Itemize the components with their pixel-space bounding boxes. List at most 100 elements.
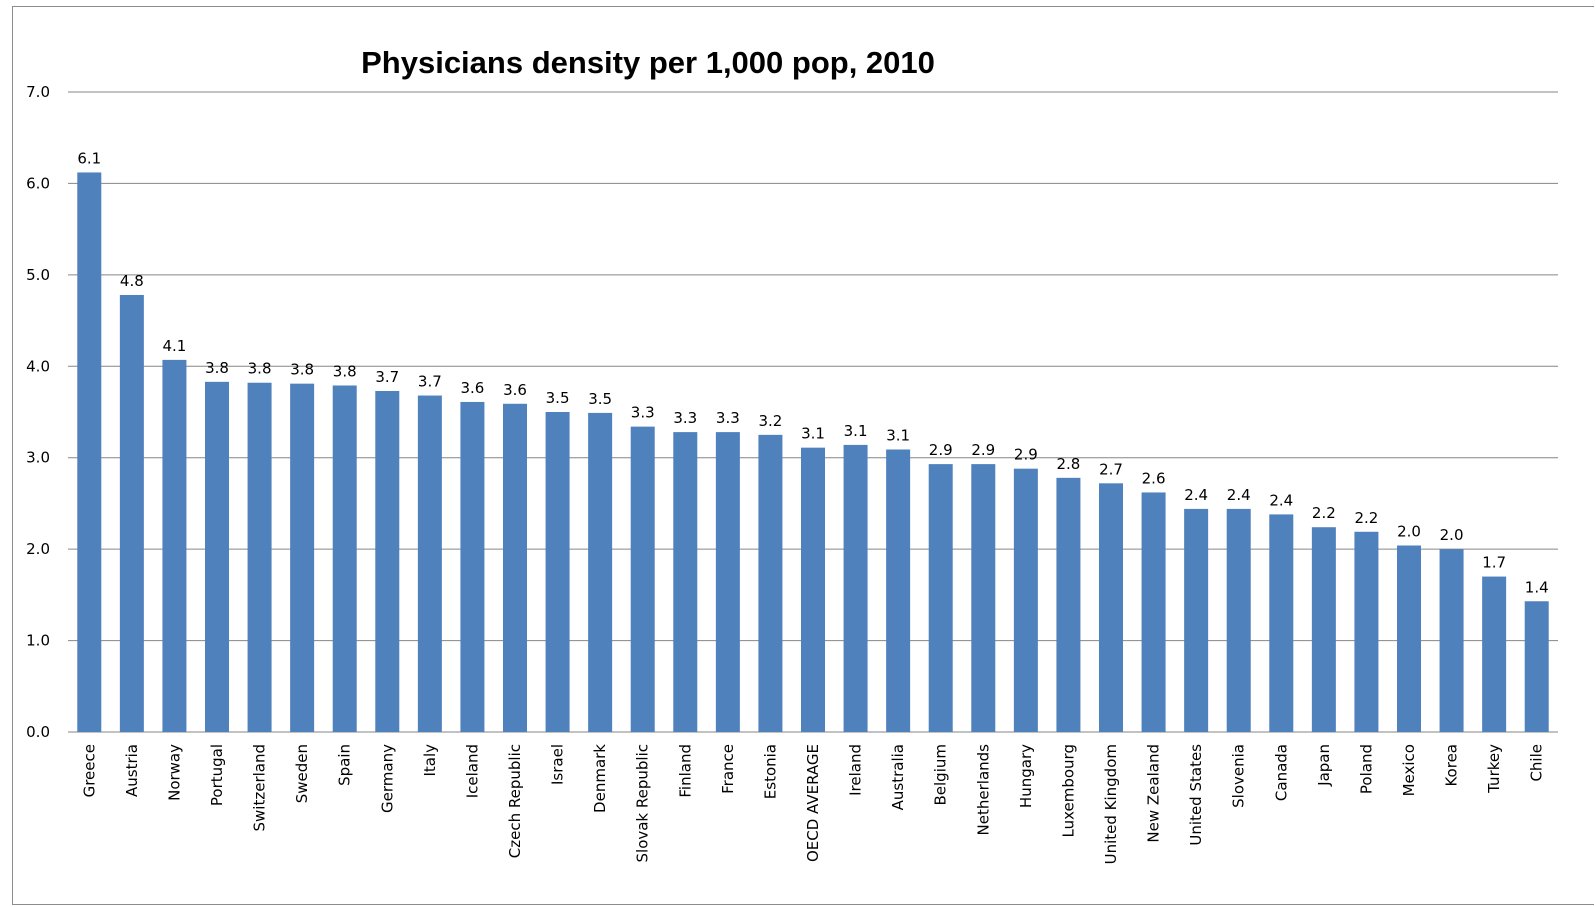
- x-tick-label: Denmark: [591, 744, 609, 813]
- data-label: 2.9: [971, 441, 995, 459]
- bar: [1397, 545, 1421, 732]
- x-tick-label: Sweden: [293, 744, 311, 803]
- bar: [503, 403, 527, 732]
- x-tick-label: Australia: [889, 744, 907, 810]
- data-label: 2.2: [1354, 509, 1378, 527]
- data-label: 3.6: [503, 381, 527, 399]
- bar: [1056, 477, 1081, 732]
- bar: [1354, 531, 1379, 732]
- x-tick-label: United Kingdom: [1102, 744, 1120, 864]
- data-label: 3.8: [205, 359, 229, 377]
- data-label: 2.0: [1440, 526, 1464, 544]
- y-tick-label: 6.0: [26, 174, 50, 192]
- bar: [1099, 483, 1123, 732]
- x-tick-label: New Zealand: [1145, 744, 1163, 843]
- x-tick-label: Estonia: [761, 744, 779, 799]
- bar: [162, 359, 187, 732]
- y-axis: 0.0 1.0 2.0 3.0 4.0 5.0 6.0 7.0: [26, 83, 50, 741]
- data-label: 2.9: [1014, 446, 1038, 464]
- data-label: 3.2: [758, 412, 782, 430]
- bar: [1141, 492, 1166, 732]
- bar: [673, 432, 698, 732]
- bar: [119, 294, 144, 732]
- bars: [77, 172, 1549, 732]
- bar: [758, 434, 783, 732]
- data-label: 3.7: [375, 368, 399, 386]
- data-label: 3.3: [716, 409, 740, 427]
- data-label: 6.1: [77, 149, 101, 167]
- bar: [375, 390, 400, 732]
- x-tick-label: Iceland: [463, 744, 481, 798]
- data-label: 4.8: [120, 272, 144, 290]
- data-label: 3.1: [886, 426, 910, 444]
- data-label: 3.8: [248, 360, 272, 378]
- bar: [417, 395, 442, 732]
- data-label: 3.1: [844, 422, 868, 440]
- x-tick-label: Korea: [1443, 744, 1461, 787]
- bar: [1524, 601, 1549, 732]
- data-label: 3.5: [546, 389, 570, 407]
- bar: [588, 412, 613, 732]
- bar: [1482, 576, 1507, 732]
- x-tick-label: Italy: [421, 744, 439, 777]
- data-label: 1.4: [1525, 578, 1549, 596]
- bar: [77, 172, 102, 732]
- bar: [1311, 527, 1336, 732]
- data-label: 1.7: [1482, 554, 1506, 572]
- y-tick-label: 1.0: [26, 632, 50, 650]
- x-tick-label: Luxembourg: [1059, 744, 1077, 838]
- x-tick-label: Austria: [123, 744, 141, 797]
- data-label: 2.6: [1142, 469, 1166, 487]
- data-label: 3.1: [801, 425, 825, 443]
- x-tick-label: France: [719, 744, 737, 794]
- y-tick-label: 0.0: [26, 723, 50, 741]
- chart-title: Physicians density per 1,000 pop, 2010: [361, 45, 935, 80]
- bar: [630, 426, 655, 732]
- data-labels: 6.1 4.8 4.1 3.8 3.8 3.8 3.8 3.7 3.7 3.6 3.6 3.5 3.5 3…: [77, 149, 1548, 596]
- y-tick-label: 7.0: [26, 83, 50, 101]
- x-tick-label: Chile: [1528, 744, 1546, 782]
- x-tick-label: Ireland: [847, 744, 865, 796]
- x-tick-label: Belgium: [932, 744, 950, 806]
- x-tick-label: Netherlands: [974, 744, 992, 836]
- data-label: 2.7: [1099, 460, 1123, 478]
- y-tick-label: 4.0: [26, 357, 50, 375]
- x-tick-label: Finland: [676, 744, 694, 798]
- data-label: 2.8: [1056, 455, 1080, 473]
- x-tick-label: Slovak Republic: [634, 744, 652, 863]
- bar: [928, 464, 953, 732]
- data-label: 3.7: [418, 373, 442, 391]
- y-tick-label: 5.0: [26, 266, 50, 284]
- bar: [843, 444, 868, 732]
- bar: [971, 464, 996, 732]
- bar: [460, 401, 485, 732]
- data-label: 3.6: [460, 379, 484, 397]
- x-tick-label: Slovenia: [1230, 744, 1248, 808]
- x-tick-label: Portugal: [208, 744, 226, 806]
- x-tick-label: Norway: [165, 744, 183, 801]
- data-label: 2.0: [1397, 522, 1421, 540]
- bar: [1269, 514, 1294, 732]
- bar: [1013, 468, 1038, 732]
- bar: [545, 412, 570, 732]
- data-label: 3.8: [290, 361, 314, 379]
- x-tick-label: Canada: [1272, 744, 1290, 801]
- data-label: 3.3: [631, 404, 655, 422]
- x-tick-label: OECD AVERAGE: [804, 744, 822, 862]
- data-label: 3.8: [333, 362, 357, 380]
- x-axis: Greece Austria Norway Portugal Switzerland Sw…: [80, 744, 1545, 865]
- bar: [715, 432, 740, 732]
- x-tick-label: Greece: [80, 744, 98, 797]
- x-tick-label: United States: [1187, 744, 1205, 846]
- bar: [801, 447, 825, 732]
- data-label: 2.9: [929, 441, 953, 459]
- x-tick-label: Spain: [336, 744, 354, 786]
- bar: [247, 382, 272, 732]
- bar: [205, 381, 229, 732]
- x-tick-label: Poland: [1357, 744, 1375, 794]
- bar: [290, 383, 315, 732]
- bar: [1226, 508, 1251, 732]
- data-label: 3.3: [673, 409, 697, 427]
- bar: [1184, 508, 1209, 732]
